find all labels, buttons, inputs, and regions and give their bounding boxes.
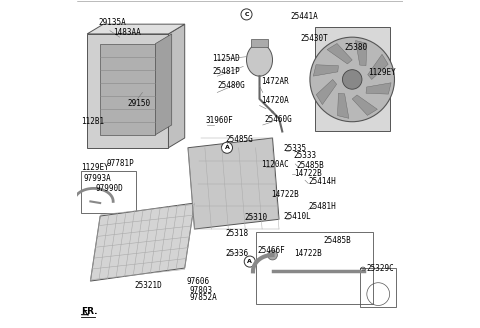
- Text: 25380: 25380: [344, 43, 367, 52]
- Text: 1472AR: 1472AR: [261, 76, 289, 86]
- Text: 25441A: 25441A: [290, 11, 318, 21]
- Text: 25485G: 25485G: [226, 135, 253, 144]
- Text: 14722B: 14722B: [271, 190, 299, 199]
- Text: A: A: [247, 259, 252, 264]
- Text: 14722B: 14722B: [294, 249, 322, 258]
- Text: a: a: [361, 267, 364, 272]
- Text: 25318: 25318: [226, 229, 249, 238]
- Bar: [256, 232, 373, 304]
- Text: 97803: 97803: [190, 286, 213, 295]
- Text: 1125AD: 1125AD: [212, 54, 240, 63]
- Bar: [360, 268, 396, 307]
- Polygon shape: [156, 34, 172, 135]
- Ellipse shape: [247, 44, 273, 76]
- Polygon shape: [100, 44, 156, 135]
- Polygon shape: [352, 95, 377, 115]
- Text: 1129EY: 1129EY: [369, 68, 396, 77]
- Text: 14720A: 14720A: [261, 96, 289, 105]
- Polygon shape: [366, 83, 391, 94]
- Text: 97993A: 97993A: [84, 174, 112, 183]
- Bar: [81, 171, 136, 213]
- Circle shape: [342, 70, 362, 89]
- Polygon shape: [313, 65, 338, 76]
- Text: C: C: [244, 12, 249, 17]
- Text: 112B1: 112B1: [81, 117, 104, 126]
- Polygon shape: [87, 24, 185, 34]
- Polygon shape: [356, 41, 367, 66]
- Text: 14722B: 14722B: [294, 169, 322, 178]
- Polygon shape: [337, 93, 349, 118]
- Polygon shape: [327, 44, 352, 64]
- Text: 29135A: 29135A: [98, 18, 126, 27]
- Text: 1129EY: 1129EY: [81, 163, 108, 172]
- Text: 25485B: 25485B: [324, 236, 352, 245]
- Text: 25335: 25335: [284, 144, 307, 153]
- Text: 31960F: 31960F: [206, 115, 234, 125]
- Circle shape: [310, 37, 395, 122]
- Text: 25414H: 25414H: [308, 177, 336, 186]
- Polygon shape: [87, 34, 168, 148]
- Text: 25336: 25336: [226, 249, 249, 258]
- Text: 25466F: 25466F: [258, 246, 286, 255]
- Circle shape: [241, 9, 252, 20]
- Polygon shape: [368, 54, 388, 79]
- Text: A: A: [225, 145, 229, 150]
- Text: 1120AC: 1120AC: [261, 160, 289, 169]
- Polygon shape: [188, 138, 279, 229]
- Text: 29150: 29150: [128, 99, 151, 108]
- Text: 25329C: 25329C: [367, 264, 395, 273]
- Circle shape: [221, 142, 232, 153]
- Text: 1483AA: 1483AA: [113, 28, 141, 37]
- Text: 25480G: 25480G: [217, 81, 245, 91]
- Text: 97852A: 97852A: [190, 294, 217, 302]
- Text: 25410L: 25410L: [284, 212, 312, 221]
- Text: 97990D: 97990D: [95, 184, 123, 193]
- Text: 97606: 97606: [186, 277, 209, 286]
- Circle shape: [244, 256, 255, 267]
- Text: 97781P: 97781P: [107, 159, 134, 169]
- Text: 25460G: 25460G: [264, 114, 292, 124]
- Text: 25321D: 25321D: [134, 281, 162, 291]
- Text: 25481H: 25481H: [308, 202, 336, 212]
- Polygon shape: [315, 28, 390, 132]
- Text: 25310: 25310: [245, 213, 268, 222]
- Text: 25485B: 25485B: [296, 161, 324, 170]
- Circle shape: [268, 250, 277, 260]
- Text: 25481P: 25481P: [212, 67, 240, 76]
- Text: FR.: FR.: [81, 307, 97, 317]
- Polygon shape: [90, 203, 194, 281]
- Bar: [252, 39, 268, 47]
- Polygon shape: [168, 24, 185, 148]
- Text: 25430T: 25430T: [300, 34, 328, 43]
- Text: 25333: 25333: [294, 151, 317, 160]
- Polygon shape: [316, 79, 336, 105]
